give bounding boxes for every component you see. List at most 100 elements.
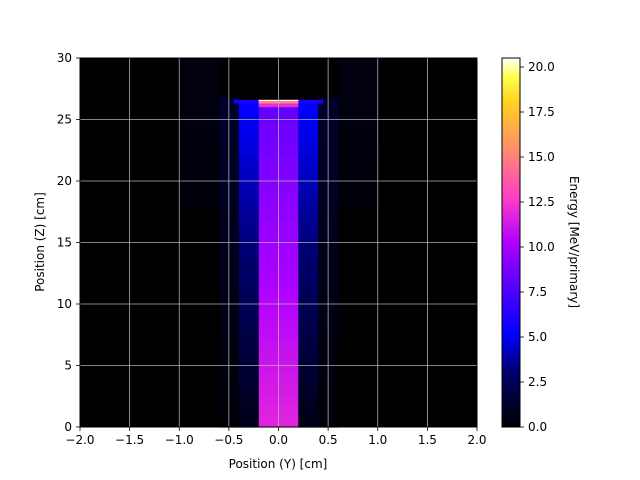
- heat-cell: [238, 231, 259, 243]
- heat-cell: [179, 185, 219, 192]
- heat-cell: [338, 112, 378, 118]
- colorbar-tick-label: 20.0: [528, 60, 555, 74]
- heat-cell: [238, 242, 259, 254]
- heat-cell: [298, 101, 319, 113]
- heat-cell: [238, 416, 259, 428]
- heat-cell: [179, 82, 219, 89]
- heat-cell: [179, 107, 219, 113]
- heat-cell: [338, 82, 378, 89]
- x-axis: −2.0 −1.5 −1.0 −0.5 0.0 0.5 1.0 1.5 2.0: [65, 427, 487, 447]
- heat-cell: [238, 372, 259, 385]
- heat-cell: [298, 372, 319, 385]
- heat-cell: [338, 181, 378, 187]
- heat-cell: [338, 72, 378, 79]
- heat-cell: [238, 405, 259, 417]
- y-tick-label: 10: [57, 297, 72, 311]
- heat-cell: [179, 176, 219, 182]
- heat-cell: [338, 92, 378, 98]
- x-tick-label: 2.0: [467, 433, 486, 447]
- heat-cell: [298, 416, 319, 428]
- x-tick-label: −1.5: [115, 433, 144, 447]
- heat-cell: [179, 102, 219, 108]
- heat-cell: [179, 190, 219, 197]
- colorbar-label: Energy [MeV/primary]: [567, 176, 581, 308]
- heat-cell: [298, 111, 319, 124]
- heat-cell: [298, 242, 319, 254]
- heat-cell: [179, 200, 219, 207]
- x-tick-label: −1.0: [165, 433, 194, 447]
- heat-cell: [338, 67, 378, 74]
- heat-cell: [298, 155, 319, 167]
- heat-cell: [238, 307, 259, 319]
- heat-cell: [238, 198, 259, 211]
- heat-cell: [298, 253, 319, 265]
- heat-cell: [238, 274, 259, 287]
- heat-cell: [179, 112, 219, 118]
- heat-cell: [338, 161, 378, 167]
- heat-cell: [338, 151, 378, 157]
- heat-cell: [298, 122, 319, 135]
- heat-cell: [238, 329, 259, 341]
- heat-cell: [298, 296, 319, 309]
- heat-cell: [298, 274, 319, 287]
- x-tick-label: −2.0: [65, 433, 94, 447]
- heat-cell: [298, 340, 319, 352]
- y-axis-label: Position (Z) [cm]: [33, 192, 47, 292]
- colorbar-tick-label: 17.5: [528, 105, 555, 119]
- heat-cell: [338, 146, 378, 153]
- heat-cell: [298, 329, 319, 341]
- x-axis-label: Position (Y) [cm]: [229, 457, 328, 471]
- heat-cell: [238, 340, 259, 352]
- heat-cell: [298, 144, 319, 156]
- heat-cell: [338, 136, 378, 143]
- colorbar-gradient: [501, 57, 521, 428]
- heat-cell: [338, 121, 378, 128]
- heat-cell: [338, 77, 378, 84]
- heat-cell: [298, 133, 319, 146]
- heat-cell: [179, 126, 219, 133]
- heat-cell: [338, 97, 378, 103]
- heat-cell: [238, 394, 259, 406]
- x-tick-label: 1.5: [418, 433, 437, 447]
- colorbar-tick-label: 10.0: [528, 240, 555, 254]
- heat-cell: [238, 111, 259, 124]
- heat-cell: [338, 176, 378, 182]
- heat-cell: [338, 156, 378, 162]
- colorbar-tick-label: 0.0: [528, 420, 547, 434]
- heat-cell: [238, 220, 259, 233]
- heat-cell: [179, 166, 219, 172]
- x-tick-label: 1.0: [368, 433, 387, 447]
- heat-cell: [238, 296, 259, 309]
- plot-area: [79, 57, 478, 428]
- colorbar-tick-label: 7.5: [528, 285, 547, 299]
- colorbar: 0.0 2.5 5.0 7.5 10.0 12.5 15.0 17.5 20.0 Energy …: [501, 57, 581, 434]
- heat-cell: [298, 177, 319, 189]
- heat-cell: [238, 177, 259, 189]
- heat-cell: [298, 405, 319, 417]
- heat-cell: [298, 361, 319, 374]
- heat-cell: [179, 97, 219, 103]
- y-tick-label: 0: [64, 420, 72, 434]
- heat-cell: [338, 87, 378, 94]
- heat-cell: [298, 166, 319, 178]
- heat-cell: [179, 62, 219, 69]
- heat-cell: [238, 383, 259, 396]
- heat-cell: [298, 187, 319, 200]
- y-tick-label: 5: [64, 359, 72, 373]
- heat-cell: [238, 361, 259, 374]
- heat-cell: [298, 285, 319, 298]
- heat-cell: [298, 350, 319, 363]
- heat-cell: [179, 131, 219, 138]
- heat-cell: [238, 253, 259, 265]
- y-axis: 0 5 10 15 20 25 30: [57, 51, 80, 434]
- heat-cell: [298, 231, 319, 243]
- heat-cell: [179, 67, 219, 74]
- heat-cell: [238, 350, 259, 363]
- y-tick-label: 20: [57, 174, 72, 188]
- heat-cell: [179, 87, 219, 94]
- heat-cell: [238, 133, 259, 146]
- heat-cell: [179, 171, 219, 177]
- heat-cell: [298, 383, 319, 396]
- heat-cell: [338, 102, 378, 108]
